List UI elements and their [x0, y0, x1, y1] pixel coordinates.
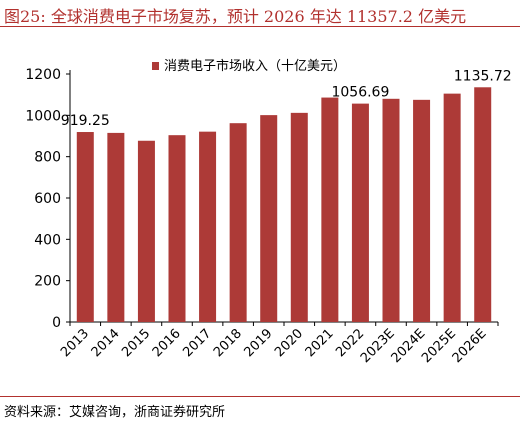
legend-label: 消费电子市场收入（十亿美元）: [164, 58, 346, 74]
y-tick-label: 1200: [25, 67, 61, 83]
x-tick-label: 2015: [119, 326, 153, 360]
y-tick-label: 400: [34, 232, 61, 248]
bar: [474, 87, 492, 322]
bar: [199, 131, 217, 322]
legend: 消费电子市场收入（十亿美元）: [152, 58, 346, 74]
bar: [107, 132, 125, 322]
x-tick-label: 2014: [89, 326, 123, 360]
x-tick-label: 2019: [242, 326, 276, 360]
y-tick-label: 1000: [25, 108, 61, 124]
y-tick-label: 0: [52, 315, 61, 331]
y-tick-label: 200: [34, 274, 61, 290]
bar: [443, 93, 461, 322]
bar-series: [76, 87, 492, 322]
source-note: 资料来源：艾媒咨询，浙商证券研究所: [4, 405, 226, 420]
bar: [382, 98, 400, 322]
bar: [137, 140, 155, 322]
x-tick-label: 2020: [272, 326, 306, 360]
bar: [168, 135, 186, 322]
bar: [413, 99, 431, 322]
y-tick-label: 600: [34, 191, 61, 207]
data-labels: 919.25 1056.69 1135.72: [61, 68, 512, 129]
figure-title: 图25: 全球消费电子市场复苏，预计 2026 年达 11357.2 亿美元: [4, 7, 467, 26]
x-tick-label: 2021: [303, 326, 337, 360]
source-divider: [0, 396, 520, 397]
bar: [260, 115, 278, 322]
x-tick-label: 2026E: [450, 326, 490, 366]
legend-swatch: [152, 62, 159, 70]
data-label: 919.25: [61, 113, 110, 129]
data-label: 1056.69: [331, 85, 389, 101]
data-label: 1135.72: [454, 68, 512, 84]
y-axis: 0 200 400 600 800 1000 1200: [25, 67, 71, 331]
x-tick-label: 2013: [58, 326, 92, 360]
title-divider: [0, 26, 520, 27]
x-tick-label: 2017: [180, 326, 214, 360]
bar: [290, 112, 308, 322]
y-tick-label: 800: [34, 150, 61, 166]
x-tick-label: 2018: [211, 326, 245, 360]
x-axis: 2013201420152016201720182019202020212022…: [58, 321, 499, 366]
bar: [229, 123, 247, 322]
bar: [351, 103, 369, 322]
x-tick-label: 2016: [150, 326, 184, 360]
bar: [321, 97, 339, 322]
bar: [76, 132, 94, 322]
